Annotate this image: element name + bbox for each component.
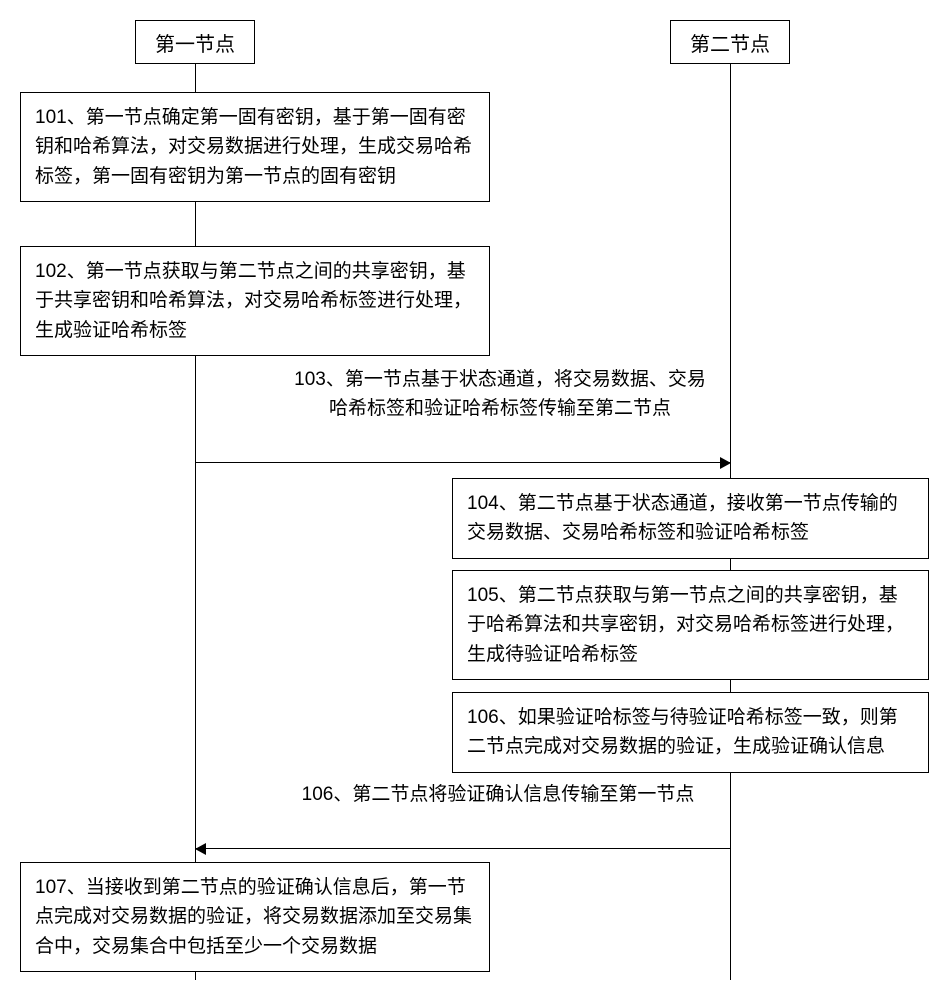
- node-2-header: 第二节点: [670, 20, 790, 64]
- step-106: 106、如果验证哈标签与待验证哈希标签一致，则第二节点完成对交易数据的验证，生成…: [452, 692, 929, 773]
- node-1-header: 第一节点: [135, 20, 255, 64]
- step-104: 104、第二节点基于状态通道，接收第一节点传输的交易数据、交易哈希标签和验证哈希…: [452, 478, 929, 559]
- message-106b-arrow: [196, 848, 730, 849]
- step-101: 101、第一节点确定第一固有密钥，基于第一固有密钥和哈希算法，对交易数据进行处理…: [20, 92, 490, 202]
- sequence-diagram: 第一节点 第二节点 101、第一节点确定第一固有密钥，基于第一固有密钥和哈希算法…: [20, 20, 929, 980]
- message-106b-label: 106、第二节点将验证确认信息传输至第一节点: [288, 780, 708, 809]
- message-103-arrow: [196, 462, 730, 463]
- step-105: 105、第二节点获取与第一节点之间的共享密钥，基于哈希算法和共享密钥，对交易哈希…: [452, 570, 929, 680]
- step-104-text: 104、第二节点基于状态通道，接收第一节点传输的交易数据、交易哈希标签和验证哈希…: [467, 493, 898, 543]
- step-102: 102、第一节点获取与第二节点之间的共享密钥，基于共享密钥和哈希算法，对交易哈希…: [20, 246, 490, 356]
- step-107-text: 107、当接收到第二节点的验证确认信息后，第一节点完成对交易数据的验证，将交易数…: [35, 877, 472, 957]
- message-103-label: 103、第一节点基于状态通道，将交易数据、交易哈希标签和验证哈希标签传输至第二节…: [285, 365, 715, 424]
- message-106b-text: 106、第二节点将验证确认信息传输至第一节点: [302, 784, 695, 805]
- step-105-text: 105、第二节点获取与第一节点之间的共享密钥，基于哈希算法和共享密钥，对交易哈希…: [467, 585, 904, 665]
- step-107: 107、当接收到第二节点的验证确认信息后，第一节点完成对交易数据的验证，将交易数…: [20, 862, 490, 972]
- message-103-text: 103、第一节点基于状态通道，将交易数据、交易哈希标签和验证哈希标签传输至第二节…: [294, 369, 706, 419]
- step-106-text: 106、如果验证哈标签与待验证哈希标签一致，则第二节点完成对交易数据的验证，生成…: [467, 707, 898, 757]
- node-1-label: 第一节点: [155, 28, 235, 57]
- node-2-label: 第二节点: [690, 28, 770, 57]
- step-102-text: 102、第一节点获取与第二节点之间的共享密钥，基于共享密钥和哈希算法，对交易哈希…: [35, 261, 472, 341]
- step-101-text: 101、第一节点确定第一固有密钥，基于第一固有密钥和哈希算法，对交易数据进行处理…: [35, 107, 472, 187]
